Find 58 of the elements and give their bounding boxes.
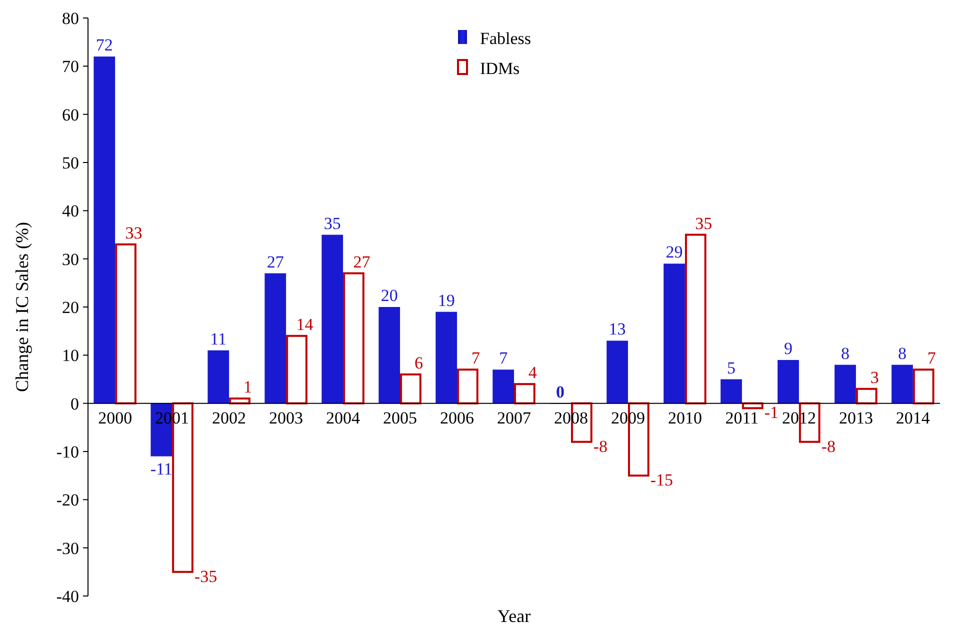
x-axis-title: Year (497, 606, 531, 626)
y-axis-title: Change in IC Sales (%) (12, 222, 32, 392)
y-tick-label: 80 (62, 8, 79, 28)
data-label: 35 (324, 214, 341, 233)
data-label: 29 (666, 242, 683, 262)
data-label: -1 (764, 403, 779, 422)
x-tick-label: 2002 (212, 408, 246, 428)
data-label: 20 (380, 286, 398, 305)
y-tick-label: 20 (62, 298, 79, 317)
data-label: 8 (898, 344, 906, 363)
data-label: 27 (266, 252, 284, 272)
data-label: 6 (414, 353, 423, 372)
y-tick-label: 60 (62, 105, 79, 124)
data-label: 11 (210, 329, 227, 348)
y-tick-label: 70 (62, 57, 79, 76)
data-label: 4 (528, 363, 538, 382)
x-tick-label: 2006 (440, 408, 474, 428)
y-tick-label: 10 (62, 346, 79, 366)
x-tick-label: 2013 (838, 408, 873, 428)
data-label: 7 (927, 348, 936, 368)
data-label: -35 (194, 566, 218, 586)
x-tick-label: 2011 (725, 408, 759, 428)
data-label: 19 (438, 290, 455, 310)
data-label: 1 (243, 378, 252, 397)
x-tick-label: 2003 (269, 408, 304, 428)
x-tick-label: 2004 (326, 408, 361, 428)
x-tick-label: 2000 (98, 408, 132, 428)
y-tick-label: 30 (62, 250, 79, 269)
data-label: 3 (870, 368, 879, 387)
y-tick-label: 0 (70, 394, 79, 414)
legend-label: IDMs (480, 58, 520, 78)
data-label: -11 (150, 459, 172, 478)
data-label: -8 (593, 436, 608, 456)
data-label: 14 (296, 314, 314, 334)
data-label: 72 (96, 36, 113, 55)
x-tick-label: 2010 (668, 408, 702, 428)
data-label: -8 (821, 436, 836, 456)
y-tick-label: 40 (62, 202, 79, 221)
y-tick-label: -30 (56, 538, 79, 558)
x-tick-label: 2007 (497, 408, 532, 428)
y-tick-label: -40 (56, 586, 79, 606)
data-label: 7 (471, 348, 480, 368)
legend-label: Fabless (480, 28, 531, 48)
y-tick-label: -10 (56, 442, 79, 462)
data-label: -15 (650, 470, 674, 490)
data-label: 27 (353, 252, 371, 272)
data-label: 5 (727, 358, 736, 378)
data-label: 7 (499, 348, 508, 368)
data-label: 35 (695, 214, 712, 233)
data-label: 13 (608, 320, 626, 339)
data-label: 33 (125, 223, 142, 242)
data-label: 9 (784, 338, 793, 358)
y-tick-label: 50 (62, 153, 79, 172)
x-tick-label: 2014 (896, 408, 930, 428)
data-label: 8 (841, 344, 850, 363)
data-label: 0 (556, 382, 565, 402)
y-tick-label: -20 (56, 490, 79, 510)
x-tick-label: 2005 (383, 408, 418, 428)
